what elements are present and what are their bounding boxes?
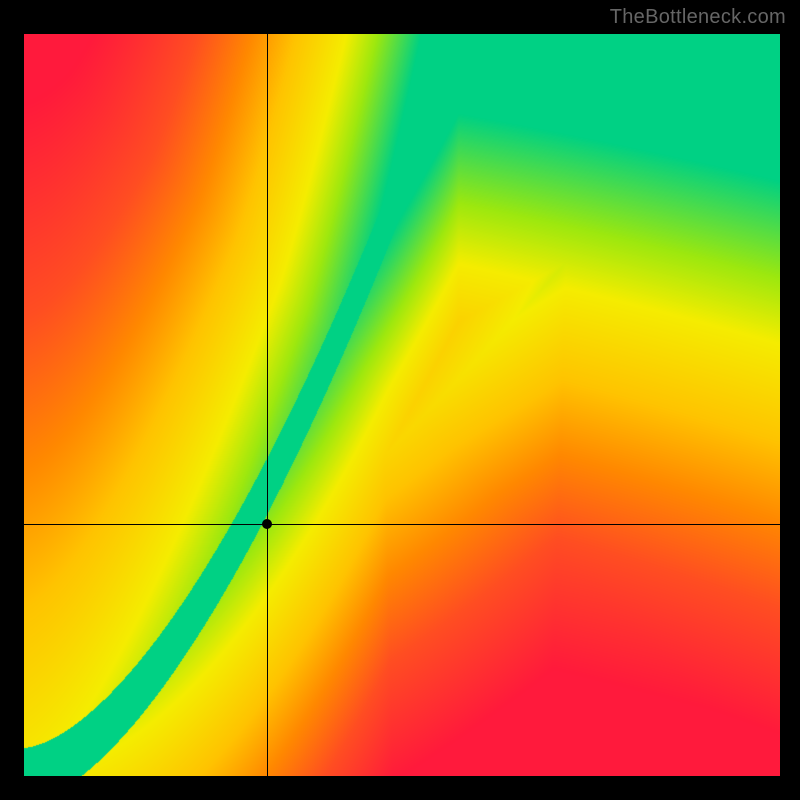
crosshair-vertical bbox=[267, 34, 268, 776]
plot-frame bbox=[24, 34, 780, 776]
crosshair-marker bbox=[262, 519, 272, 529]
watermark-text: TheBottleneck.com bbox=[610, 6, 786, 29]
figure-container: TheBottleneck.com bbox=[0, 0, 800, 800]
heatmap-canvas bbox=[24, 34, 780, 776]
crosshair-horizontal bbox=[24, 524, 780, 525]
